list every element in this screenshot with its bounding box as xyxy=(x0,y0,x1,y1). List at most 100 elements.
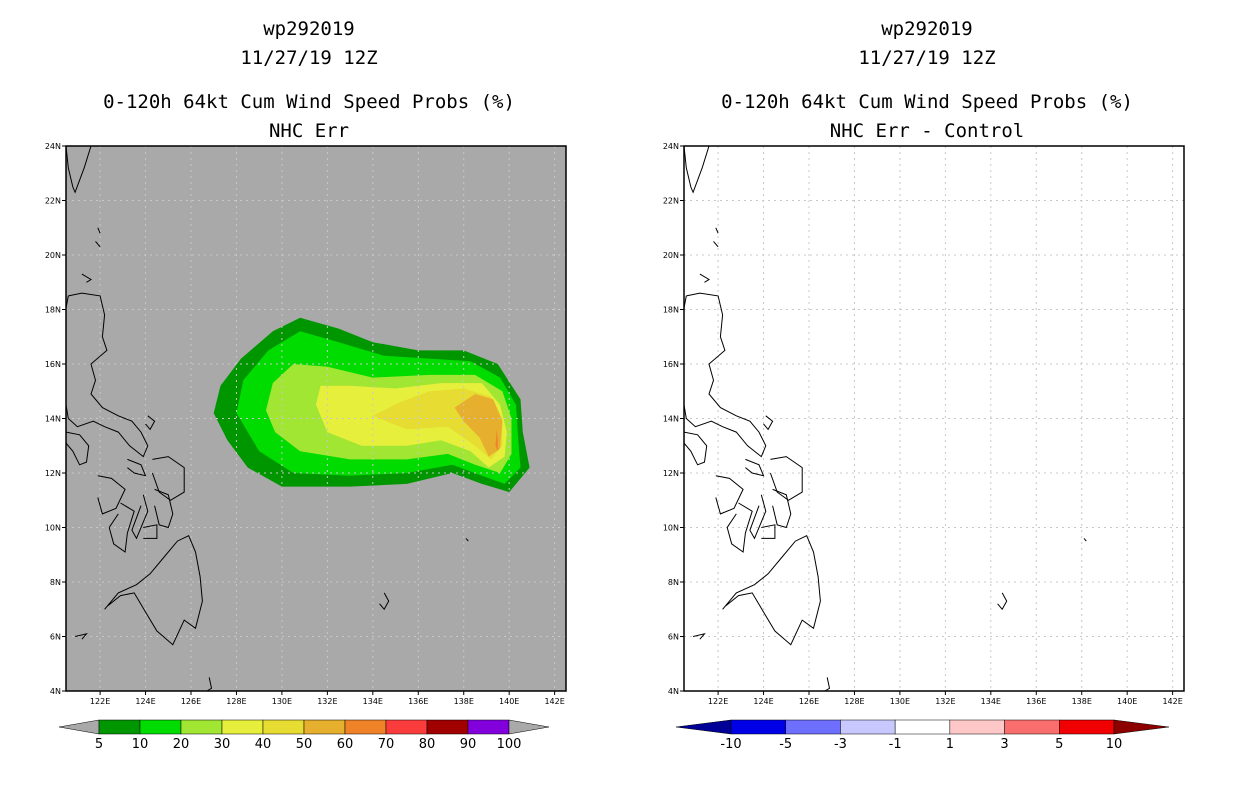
coastline xyxy=(154,488,174,529)
colorbar-label: -5 xyxy=(779,737,792,752)
lat-label: 18N xyxy=(663,306,679,315)
colorbar-label: 20 xyxy=(173,737,190,752)
forecast-datetime: 11/27/19 12Z xyxy=(858,47,996,69)
colorbar-swatch xyxy=(139,719,182,735)
coastline xyxy=(763,415,774,431)
lon-label: 124E xyxy=(135,697,155,706)
grid-lines xyxy=(684,146,1184,691)
product-title: 0-120h 64kt Cum Wind Speed Probs (%) xyxy=(103,91,515,113)
colorbar-label: 5 xyxy=(95,737,103,752)
lon-label: 122E xyxy=(90,697,110,706)
coastline xyxy=(726,502,753,553)
product-subtitle: NHC Err xyxy=(268,120,350,142)
lon-label: 132E xyxy=(317,697,337,706)
colorbar-right-arrow xyxy=(1113,719,1170,735)
lon-label: 142E xyxy=(1162,697,1182,706)
lat-label: 10N xyxy=(663,524,679,533)
lat-label: 16N xyxy=(45,360,61,369)
coastline xyxy=(997,592,1008,611)
colorbar-label: 1 xyxy=(946,737,954,752)
colorbar-swatch xyxy=(894,719,951,735)
colorbar-label: 10 xyxy=(132,737,149,752)
coastline xyxy=(824,677,831,691)
forecast-datetime: 11/27/19 12Z xyxy=(240,47,378,69)
colorbar-swatch xyxy=(180,719,223,735)
prob-contour-60 xyxy=(495,429,498,452)
coastline xyxy=(715,475,744,515)
colorbar-swatch xyxy=(1004,719,1060,735)
colorbar-swatch xyxy=(98,719,141,735)
coastline xyxy=(1083,538,1087,542)
colorbar-label: 80 xyxy=(419,737,436,752)
coastline xyxy=(699,273,710,283)
colorbar-swatch xyxy=(262,719,305,735)
colorbar-label: 5 xyxy=(1055,737,1063,752)
lon-label: 130E xyxy=(272,697,292,706)
lon-label: 130E xyxy=(890,697,910,706)
coastline xyxy=(74,632,88,640)
colorbar-label: -3 xyxy=(834,737,847,752)
colorbar-swatch xyxy=(730,719,786,735)
colorbar-right-arrow xyxy=(508,719,550,735)
colorbar-label: 90 xyxy=(460,737,477,752)
lat-label: 24N xyxy=(663,142,679,151)
lat-label: 22N xyxy=(45,197,61,206)
coastline xyxy=(206,677,213,691)
coastline xyxy=(104,535,203,646)
coastline xyxy=(684,292,767,458)
lat-label: 10N xyxy=(45,524,61,533)
coastline xyxy=(745,458,765,477)
product-subtitle: NHC Err - Control xyxy=(829,120,1025,142)
lat-label: 6N xyxy=(668,633,679,642)
colorbar-label: -1 xyxy=(889,737,902,752)
lat-label: 18N xyxy=(45,306,61,315)
prob-contour-50 xyxy=(454,394,503,457)
coastlines xyxy=(66,146,469,691)
plot-area xyxy=(66,146,566,691)
product-title: 0-120h 64kt Cum Wind Speed Probs (%) xyxy=(721,91,1133,113)
coastline xyxy=(66,431,90,466)
coastline xyxy=(97,227,101,234)
storm-id: wp292019 xyxy=(263,18,355,40)
coastline xyxy=(692,632,706,640)
colorbar-left-arrow xyxy=(58,719,100,735)
coastline xyxy=(108,502,135,553)
colorbar-swatch xyxy=(385,719,428,735)
lat-label: 16N xyxy=(663,360,679,369)
coastline xyxy=(465,538,469,542)
colorbar-label: 70 xyxy=(378,737,395,752)
lon-label: 124E xyxy=(753,697,773,706)
colorbar-swatch xyxy=(949,719,1005,735)
coastline xyxy=(97,475,126,515)
colorbar-swatch xyxy=(303,719,346,735)
lon-label: 136E xyxy=(408,697,428,706)
difference-colorbar: -10 -5 -3 -1 1 3 5 10 xyxy=(675,719,1170,752)
coastline xyxy=(145,415,156,431)
lat-label: 14N xyxy=(45,415,61,424)
lat-label: 12N xyxy=(663,469,679,478)
difference-map: 24N 22N 20N 18N 16N 14N 12N 10N 8N 6N 4N 122E 124E 12… xyxy=(663,142,1185,706)
lon-label: 140E xyxy=(1117,697,1137,706)
coastline xyxy=(66,146,92,194)
colorbar-swatch xyxy=(1059,719,1115,735)
lat-label: 8N xyxy=(668,578,679,587)
coastline xyxy=(95,241,101,248)
left-panel: wp292019 11/27/19 12Z 0-120h 64kt Cum Wi… xyxy=(45,18,567,752)
plot-background xyxy=(684,146,1184,691)
coastline xyxy=(684,431,708,466)
coastline xyxy=(772,488,792,529)
colorbar-left-arrow xyxy=(675,719,732,735)
lat-label: 4N xyxy=(50,687,61,696)
colorbar-label: 100 xyxy=(497,737,522,752)
coastline xyxy=(81,273,92,283)
lat-label: 12N xyxy=(45,469,61,478)
colorbar-swatch xyxy=(785,719,841,735)
coastline xyxy=(684,146,710,194)
coastline xyxy=(379,592,390,611)
lon-label: 126E xyxy=(799,697,819,706)
coastline xyxy=(127,458,147,477)
coastlines xyxy=(684,146,1087,691)
right-panel: wp292019 11/27/19 12Z 0-120h 64kt Cum Wi… xyxy=(618,0,1236,800)
colorbar-swatch xyxy=(344,719,387,735)
colorbar-swatch xyxy=(426,719,469,735)
